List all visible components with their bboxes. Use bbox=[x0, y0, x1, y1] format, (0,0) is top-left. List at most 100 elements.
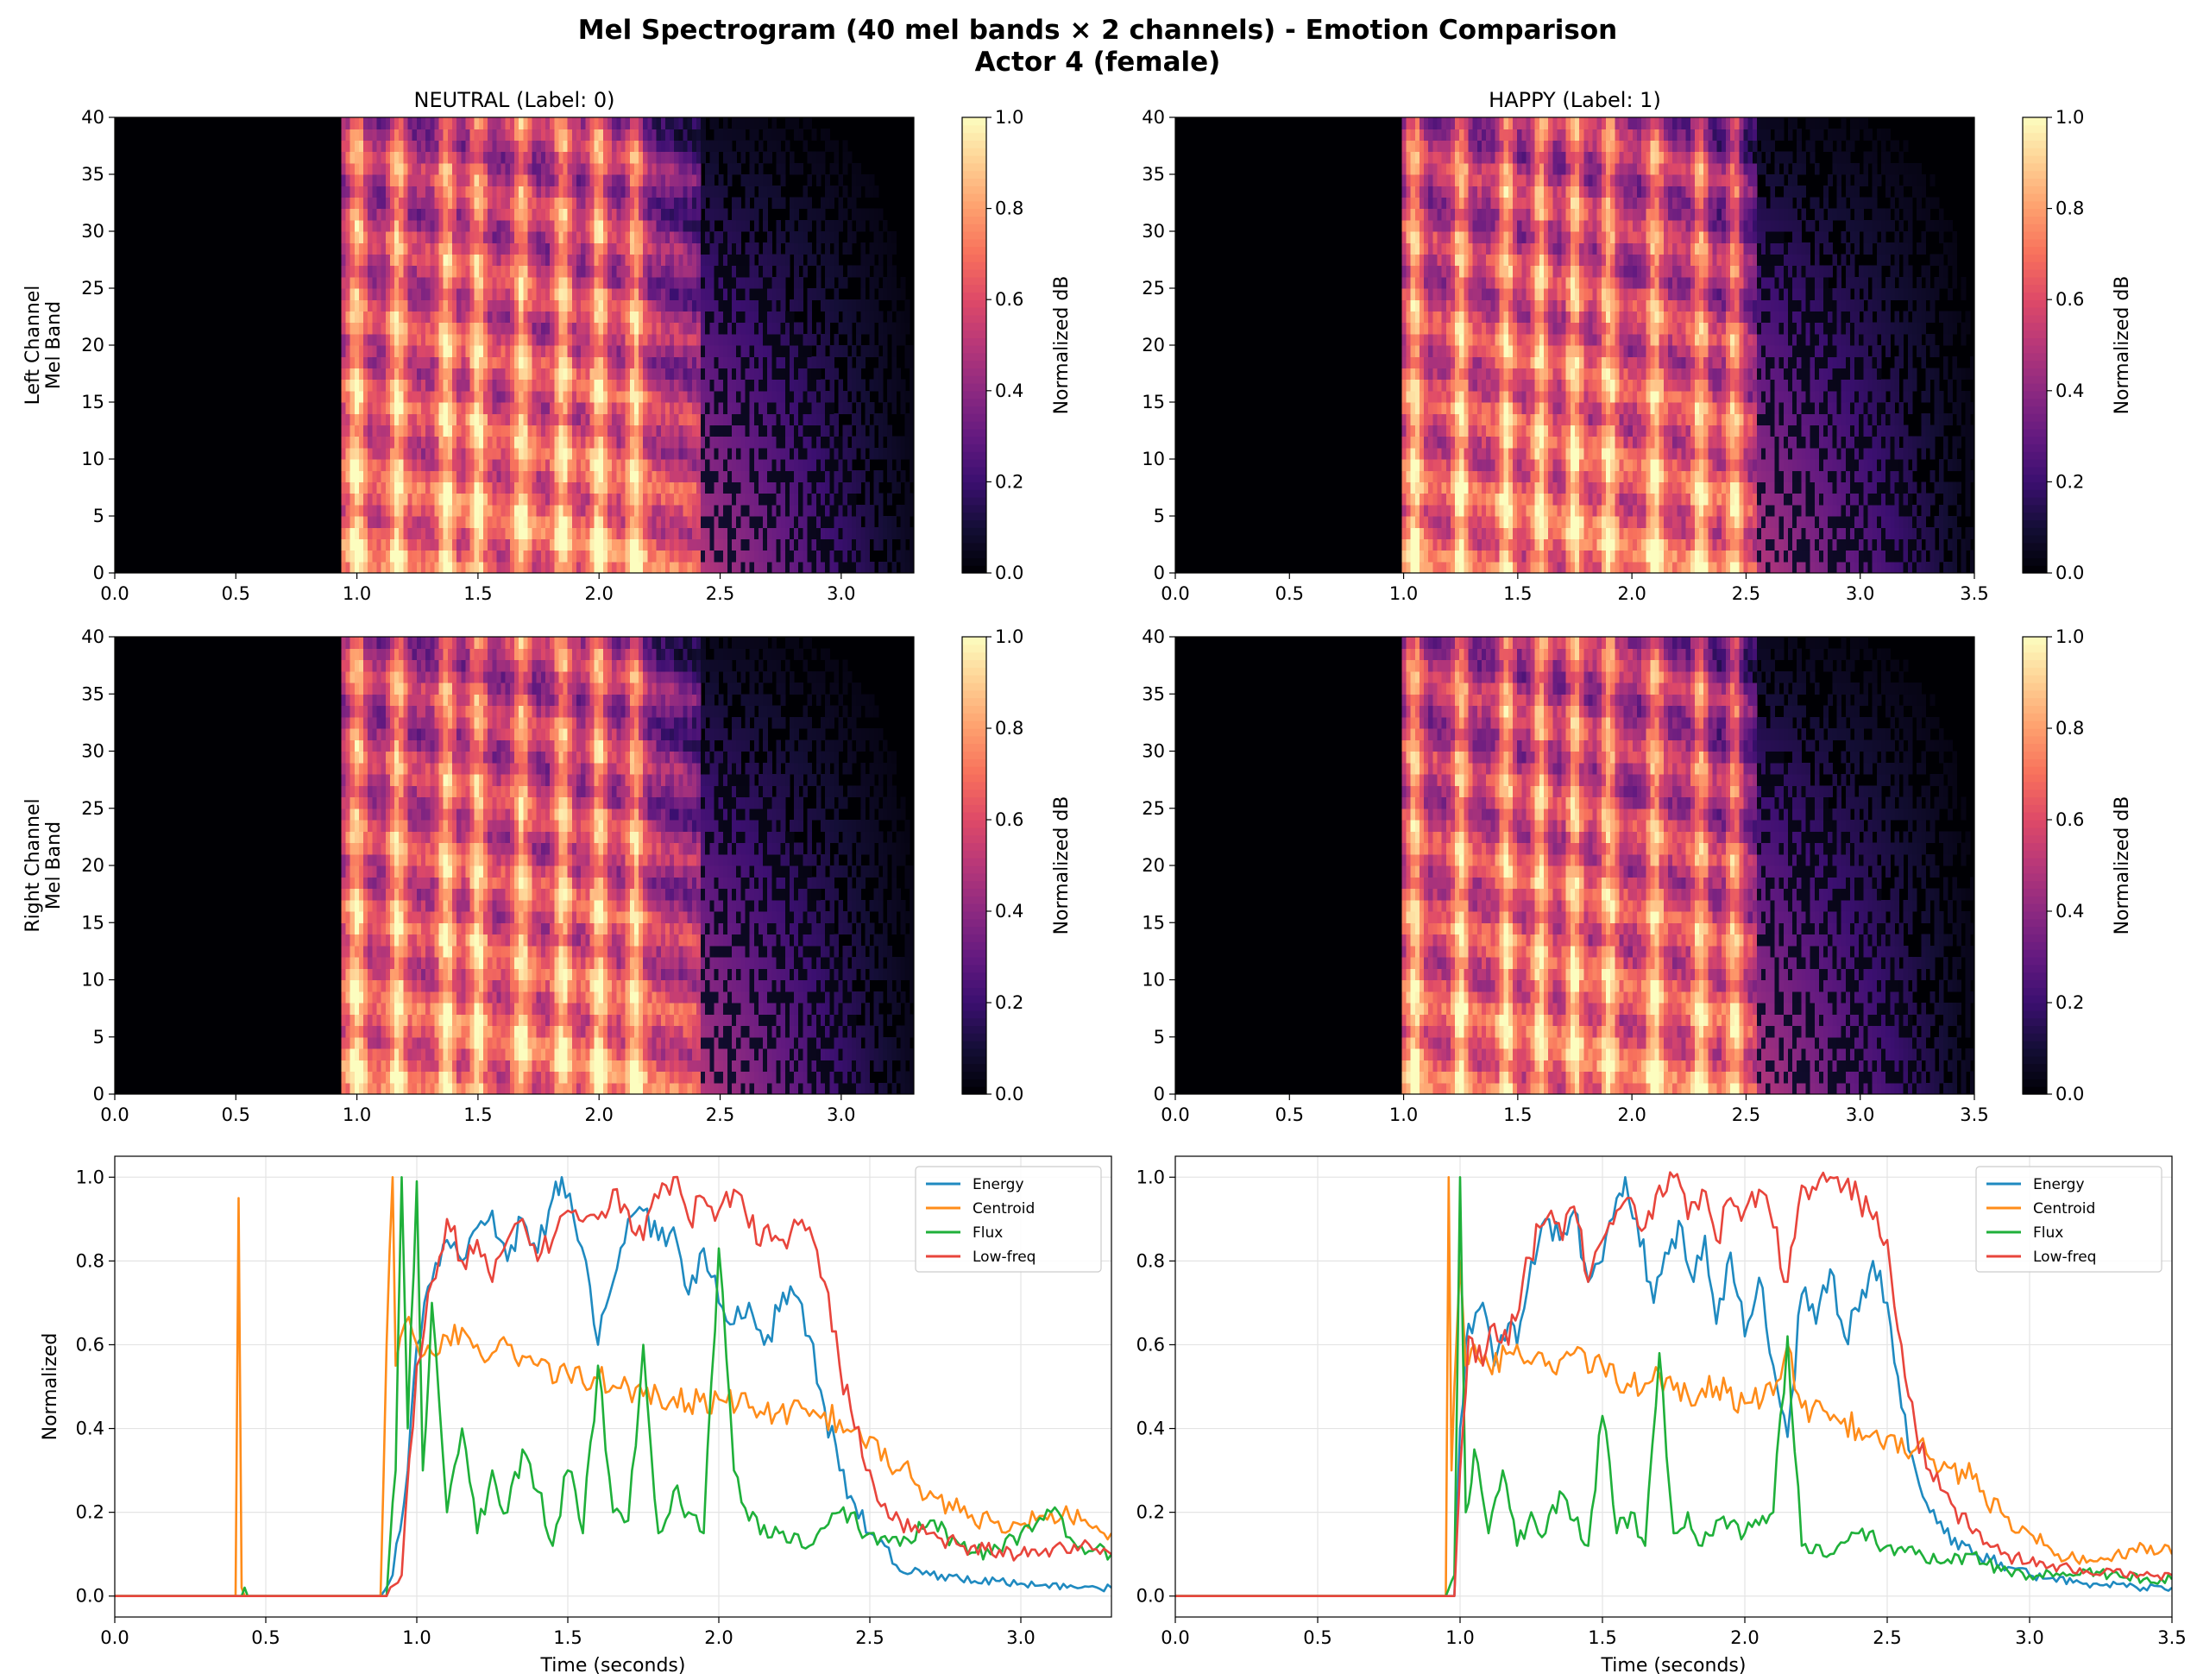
spectrogram-cell bbox=[448, 368, 453, 380]
spectrogram-cell bbox=[386, 345, 391, 357]
spectrogram-cell bbox=[470, 163, 475, 175]
spectrogram-cell bbox=[621, 266, 626, 278]
spectrogram-cell bbox=[558, 299, 563, 311]
spectrogram-cell bbox=[355, 129, 360, 141]
spectrogram-cell bbox=[394, 562, 400, 574]
spectrogram-cell bbox=[746, 277, 751, 289]
spectrogram-cell bbox=[465, 311, 470, 323]
spectrogram-cell bbox=[355, 152, 360, 164]
spectrogram-cell bbox=[581, 254, 586, 266]
spectrogram-cell bbox=[363, 323, 368, 335]
spectrogram-cell bbox=[612, 459, 617, 471]
spectrogram-cell bbox=[488, 527, 493, 539]
spectrogram-cell bbox=[670, 505, 675, 517]
spectrogram-cell bbox=[363, 380, 368, 392]
spectrogram-cell bbox=[688, 527, 693, 539]
spectrogram-cell bbox=[444, 437, 449, 449]
spectrogram-cell bbox=[359, 448, 364, 460]
spectrogram-cell bbox=[558, 368, 563, 380]
spectrogram-cell bbox=[714, 459, 720, 471]
spectrogram-cell bbox=[678, 231, 683, 243]
spectrogram-cell bbox=[554, 209, 559, 221]
spectrogram-cell bbox=[417, 368, 422, 380]
spectrogram-cell bbox=[550, 152, 555, 164]
spectrogram-cell bbox=[412, 516, 418, 528]
spectrogram-cell bbox=[421, 288, 426, 300]
spectrogram-cell bbox=[514, 220, 519, 232]
spectrogram-cell bbox=[470, 186, 475, 198]
spectrogram-cell bbox=[430, 140, 435, 152]
spectrogram-cell bbox=[670, 231, 675, 243]
spectrogram-cell bbox=[510, 470, 515, 482]
spectrogram-cell bbox=[639, 242, 644, 255]
spectrogram-cell bbox=[377, 334, 382, 346]
spectrogram-cell bbox=[767, 277, 772, 289]
spectrogram-cell bbox=[456, 459, 462, 471]
spectrogram-cell bbox=[439, 197, 444, 209]
spectrogram-cell bbox=[439, 231, 444, 243]
spectrogram-cell bbox=[444, 174, 449, 186]
spectrogram-cell bbox=[696, 562, 702, 574]
spectrogram-cell bbox=[514, 323, 519, 335]
spectrogram-cell bbox=[585, 129, 590, 141]
spectrogram-cell bbox=[599, 413, 604, 425]
spectrogram-cell bbox=[563, 254, 569, 266]
spectrogram-cell bbox=[492, 266, 497, 278]
spectrogram-cell bbox=[763, 334, 768, 346]
spectrogram-cell bbox=[661, 527, 666, 539]
spectrogram-cell bbox=[372, 231, 377, 243]
spectrogram-cell bbox=[465, 345, 470, 357]
spectrogram-cell bbox=[470, 231, 475, 243]
spectrogram-cell bbox=[746, 402, 751, 414]
spectrogram-cell bbox=[670, 413, 675, 425]
spectrogram-cell bbox=[626, 220, 631, 232]
spectrogram-cell bbox=[439, 266, 444, 278]
spectrogram-cell bbox=[599, 562, 604, 574]
spectrogram-cell bbox=[519, 402, 524, 414]
spectrogram-cell bbox=[639, 425, 644, 437]
spectrogram-cell bbox=[652, 174, 658, 186]
spectrogram-cell bbox=[777, 551, 782, 563]
spectrogram-cell bbox=[572, 413, 577, 425]
spectrogram-cell bbox=[626, 334, 631, 346]
spectrogram-cell bbox=[626, 448, 631, 460]
spectrogram-cell bbox=[657, 448, 662, 460]
spectrogram-cell bbox=[595, 402, 600, 414]
spectrogram-cell bbox=[568, 380, 573, 392]
spectrogram-cell bbox=[527, 391, 532, 403]
spectrogram-cell bbox=[732, 311, 737, 323]
spectrogram-cell bbox=[674, 334, 679, 346]
spectrogram-cell bbox=[483, 402, 488, 414]
spectrogram-cell bbox=[514, 516, 519, 528]
spectrogram-cell bbox=[674, 516, 679, 528]
spectrogram-cell bbox=[537, 277, 542, 289]
spectrogram-cell bbox=[643, 470, 648, 482]
spectrogram-cell bbox=[492, 277, 497, 289]
spectrogram-cell bbox=[581, 562, 586, 574]
spectrogram-cell bbox=[723, 356, 728, 368]
spectrogram-cell bbox=[514, 459, 519, 471]
spectrogram-cell bbox=[399, 527, 404, 539]
spectrogram-cell bbox=[665, 197, 670, 209]
spectrogram-cell bbox=[355, 413, 360, 425]
spectrogram-cell bbox=[634, 516, 639, 528]
spectrogram-cell bbox=[506, 459, 511, 471]
spectrogram-cell bbox=[381, 266, 387, 278]
spectrogram-cell bbox=[736, 470, 741, 482]
spectrogram-cell bbox=[439, 380, 444, 392]
spectrogram-cell bbox=[421, 516, 426, 528]
spectrogram-cell bbox=[523, 231, 528, 243]
spectrogram-cell bbox=[558, 163, 563, 175]
spectrogram-cell bbox=[630, 174, 635, 186]
spectrogram-cell bbox=[599, 437, 604, 449]
spectrogram-cell bbox=[532, 538, 538, 551]
spectrogram-cell bbox=[403, 413, 408, 425]
spectrogram-cell bbox=[368, 163, 373, 175]
spectrogram-cell bbox=[709, 197, 714, 209]
spectrogram-cell bbox=[727, 516, 733, 528]
spectrogram-cell bbox=[421, 413, 426, 425]
spectrogram-cell bbox=[657, 299, 662, 311]
spectrogram-cell bbox=[665, 437, 670, 449]
spectrogram-cell bbox=[452, 402, 457, 414]
spectrogram-cell bbox=[639, 299, 644, 311]
